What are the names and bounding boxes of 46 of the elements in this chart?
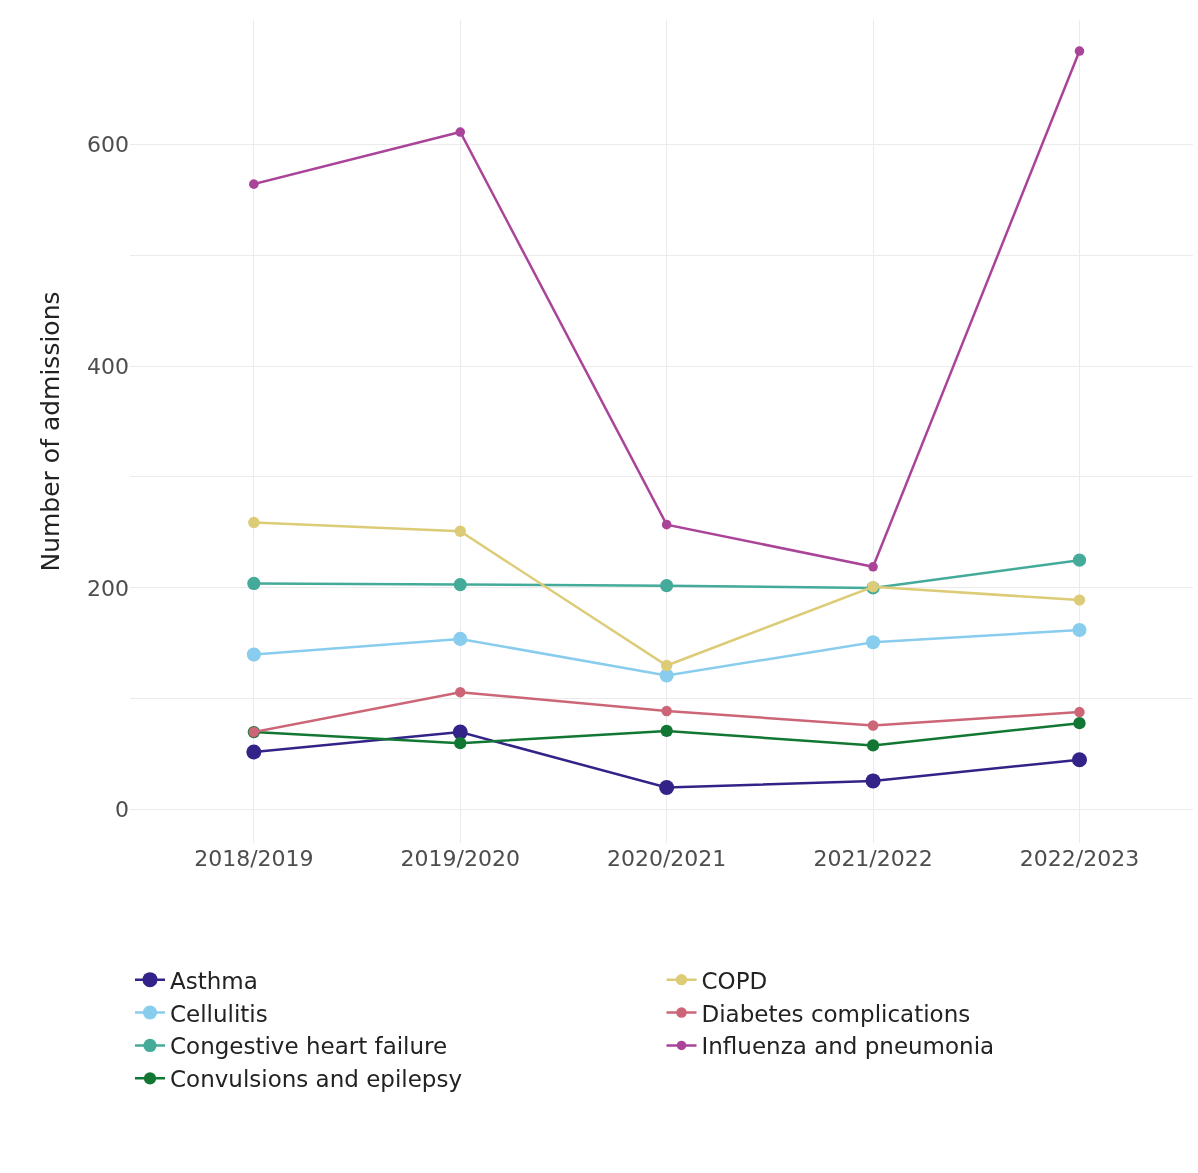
point xyxy=(246,647,261,662)
point xyxy=(453,631,468,646)
point xyxy=(660,724,673,738)
point xyxy=(659,780,675,796)
point xyxy=(246,744,262,760)
legend-label: Convulsions and epilepsy xyxy=(170,1066,463,1093)
point xyxy=(248,516,260,529)
point xyxy=(247,576,261,591)
x-tick-label: 2022/2023 xyxy=(1019,846,1140,871)
legend-label: Asthma xyxy=(170,967,258,994)
point xyxy=(660,579,674,593)
point xyxy=(1071,752,1087,768)
legend-label: COPD xyxy=(701,967,768,994)
y-tick-label: 200 xyxy=(87,575,129,601)
point xyxy=(454,525,466,538)
point xyxy=(1074,46,1085,56)
point xyxy=(868,562,878,572)
point xyxy=(866,635,881,650)
point xyxy=(1073,594,1086,606)
point xyxy=(660,659,673,672)
point xyxy=(1072,553,1087,567)
point xyxy=(249,179,259,189)
point xyxy=(661,705,672,717)
point xyxy=(1074,706,1085,718)
legend-label: Influenza and pneumonia xyxy=(701,1033,995,1060)
point xyxy=(866,739,880,752)
point xyxy=(453,577,467,592)
y-axis-title: Number of admissions xyxy=(35,291,65,572)
x-tick-label: 2019/2020 xyxy=(400,846,520,871)
y-tick-label: 400 xyxy=(87,353,129,379)
legend-label: Congestive heart failure xyxy=(170,1033,448,1060)
x-tick-label: 2021/2022 xyxy=(813,846,933,871)
point xyxy=(865,773,881,789)
y-tick-label: 0 xyxy=(115,797,129,823)
legend-label: Cellulitis xyxy=(170,1000,268,1027)
y-tick-label: 600 xyxy=(87,131,129,157)
point xyxy=(1073,717,1086,730)
x-tick-label: 2020/2021 xyxy=(606,846,727,871)
point xyxy=(661,519,672,530)
point xyxy=(867,720,879,731)
point xyxy=(455,127,466,137)
point xyxy=(455,686,466,698)
x-tick-label: 2018/2019 xyxy=(194,846,314,871)
point xyxy=(1072,622,1087,638)
legend-label: Diabetes complications xyxy=(701,1000,971,1027)
point xyxy=(454,737,467,750)
